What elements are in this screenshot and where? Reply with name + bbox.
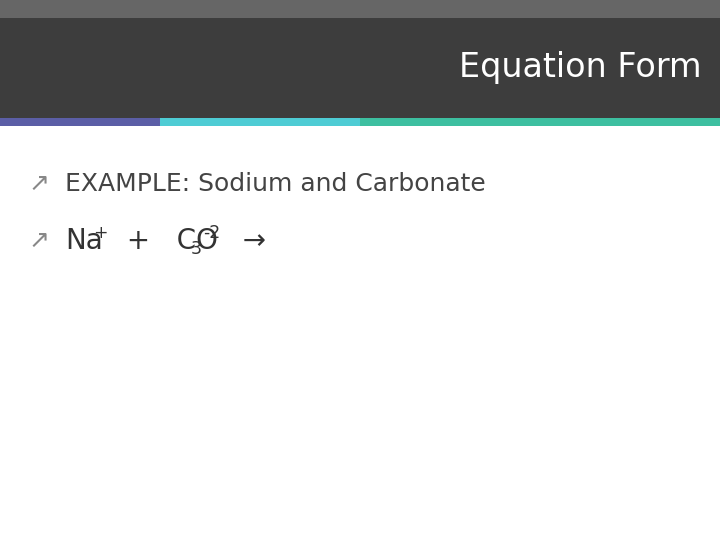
- Text: →: →: [225, 227, 266, 255]
- Text: +: +: [93, 224, 107, 242]
- Bar: [360, 118, 720, 126]
- Text: EXAMPLE: Sodium and Carbonate: EXAMPLE: Sodium and Carbonate: [65, 172, 486, 196]
- Text: Equation Form: Equation Form: [459, 51, 702, 84]
- Text: 3: 3: [191, 240, 202, 258]
- Bar: [160, 118, 360, 126]
- Bar: [0, 0, 720, 18]
- Bar: [0, 118, 160, 126]
- Text: +   CO: + CO: [109, 227, 218, 255]
- Bar: [0, 18, 720, 118]
- Text: -2: -2: [203, 224, 220, 242]
- Text: ↗: ↗: [28, 172, 49, 196]
- Text: ↗: ↗: [28, 229, 49, 253]
- Text: Na: Na: [65, 227, 103, 255]
